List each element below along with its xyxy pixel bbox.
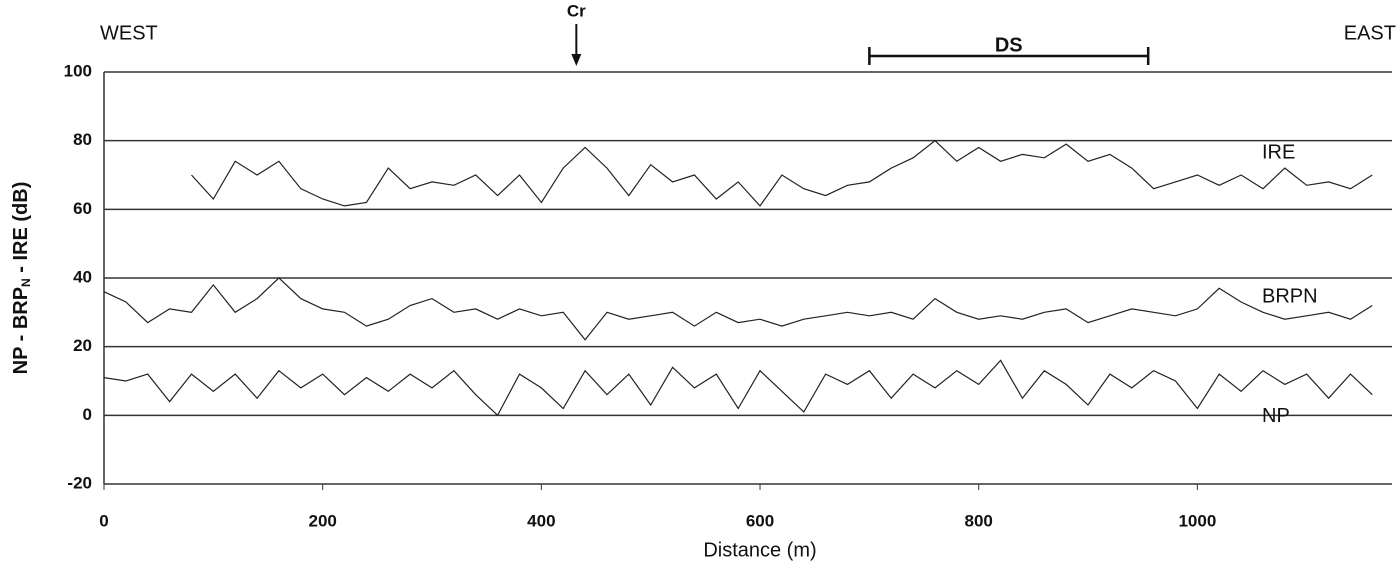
series-line [103,359,1373,417]
y-tick-label: 60 [73,199,92,218]
y-label-subscript: N [19,278,33,287]
east-label: EAST [1344,22,1396,44]
y-tick-label: 100 [64,61,92,80]
series-line [191,139,1373,207]
x-tick-label: 800 [965,511,993,530]
y-axis-label: NP - BRPN - IRE (dB) [10,182,33,375]
y-tick-label: -20 [67,473,92,492]
annotation-label: Cr [567,1,586,20]
annotation-label: DS [995,34,1023,56]
x-axis-label: Distance (m) [703,539,816,561]
y-tick-label: 80 [73,130,92,149]
y-tick-label: 40 [73,267,92,286]
y-label-part: - IRE (dB) [10,182,32,279]
series-label: NP [1262,405,1290,427]
x-tick-label: 0 [99,511,108,530]
x-tick-label: 400 [527,511,555,530]
series-line [103,277,1373,341]
arrow-head [571,54,582,66]
y-tick-label: 0 [83,405,92,424]
x-tick-label: 600 [746,511,774,530]
series-label: IRE [1262,141,1295,163]
y-tick-label: 20 [73,336,92,355]
series-label: BRPN [1262,286,1318,308]
x-tick-label: 1000 [1178,511,1216,530]
y-label-part: NP - BRP [10,287,32,374]
x-tick-label: 200 [308,511,336,530]
west-label: WEST [100,22,158,44]
